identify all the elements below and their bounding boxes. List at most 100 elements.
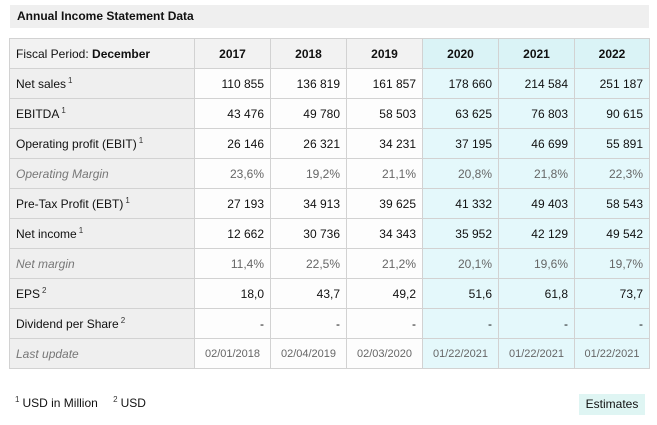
value-cell: 26 321 [270,128,347,159]
row-label-text: EPS [16,286,41,301]
value-cell: 02/04/2019 [270,338,347,369]
footnote-text: USD in Million [22,396,98,410]
row-label-text: Dividend per Share [16,316,119,331]
table-row: Operating profit (EBIT) 1 26 146 26 321 34 2… [9,128,650,159]
estimate-value-cell: 42 129 [498,218,575,249]
estimate-value-cell: - [422,308,499,339]
value-cell: 34 343 [346,218,423,249]
value-cell: - [346,308,423,339]
estimate-value-cell: 178 660 [422,68,499,99]
table-row: Pre-Tax Profit (EBT) 1 27 193 34 913 39 625 4… [9,188,650,219]
estimate-value-cell: - [498,308,575,339]
row-label-text: Net income [16,226,77,241]
footnote-reference: 1 [68,75,73,85]
row-label: Net margin [9,248,195,279]
row-label-text: Pre-Tax Profit (EBT) [16,196,124,211]
estimate-value-cell: 55 891 [574,128,650,159]
estimate-value-cell: 19,6% [498,248,575,279]
value-cell: - [194,308,271,339]
row-label-text: EBITDA [16,106,60,121]
row-label: Pre-Tax Profit (EBT) 1 [9,188,195,219]
year-header: 2019 [346,38,423,69]
table-row: Dividend per Share 2- - - - - - [9,308,650,339]
estimate-value-cell: 35 952 [422,218,499,249]
row-label: EBITDA 1 [9,98,195,129]
estimate-value-cell: 21,8% [498,158,575,189]
row-label-text: Operating profit (EBIT) [16,136,137,151]
row-label: Last update [9,338,195,369]
estimate-value-cell: 251 187 [574,68,650,99]
row-label: Dividend per Share 2 [9,308,195,339]
value-cell: 161 857 [346,68,423,99]
estimate-value-cell: 37 195 [422,128,499,159]
estimate-value-cell: 90 615 [574,98,650,129]
estimate-value-cell: 73,7 [574,278,650,309]
footnote-reference: 1 [138,135,144,145]
fiscal-period-label: Fiscal Period: [16,46,89,61]
estimate-value-cell: 51,6 [422,278,499,309]
value-cell: 30 736 [270,218,347,249]
year-header-estimate: 2020 [422,38,499,69]
row-label: Operating profit (EBIT) 1 [9,128,195,159]
footnote-reference: 1 [78,225,84,235]
footnote-reference: 2 [120,315,126,325]
footnote-2: 2 USD [113,395,146,410]
row-label-text: Operating Margin [16,166,109,181]
estimate-value-cell: 61,8 [498,278,575,309]
table-row: EPS 2 18,0 43,7 49,2 51,6 61,8 73,7 [9,278,650,309]
estimate-value-cell: 19,7% [574,248,650,279]
estimate-value-cell: 49 403 [498,188,575,219]
value-cell: 12 662 [194,218,271,249]
value-cell: 34 231 [346,128,423,159]
fiscal-period-value: December [92,46,151,61]
table-row: Operating Margin 23,6% 19,2% 21,1% 20,8% 21,8… [9,158,650,189]
value-cell: 34 913 [270,188,347,219]
footnote-mark: 1 [15,395,20,404]
row-label: Net income 1 [9,218,195,249]
value-cell: - [270,308,347,339]
estimate-value-cell: 01/22/2021 [422,338,499,369]
value-cell: 58 503 [346,98,423,129]
panel-title: Annual Income Statement Data [10,5,649,28]
estimate-value-cell: 63 625 [422,98,499,129]
income-statement-table: Fiscal Period: December 2017 2018 2019 2… [9,38,650,369]
estimate-value-cell: 01/22/2021 [574,338,650,369]
estimate-value-cell: 22,3% [574,158,650,189]
fiscal-period-header: Fiscal Period: December [9,38,195,69]
value-cell: 21,2% [346,248,423,279]
estimate-value-cell: - [574,308,650,339]
estimate-value-cell: 20,1% [422,248,499,279]
footnote-1: 1 USD in Million [15,395,98,410]
value-cell: 18,0 [194,278,271,309]
value-cell: 21,1% [346,158,423,189]
value-cell: 02/01/2018 [194,338,271,369]
row-label: EPS 2 [9,278,195,309]
header-row: Fiscal Period: December 2017 2018 2019 2… [9,38,650,69]
estimate-value-cell: 01/22/2021 [498,338,575,369]
value-cell: 22,5% [270,248,347,279]
year-header-estimate: 2022 [574,38,650,69]
row-label: Net sales 1 [9,68,195,99]
footnote-reference: 1 [61,105,66,115]
footnote-mark: 2 [113,395,118,404]
estimate-value-cell: 58 543 [574,188,650,219]
estimate-value-cell: 41 332 [422,188,499,219]
estimate-value-cell: 20,8% [422,158,499,189]
footnote-text: USD [120,396,146,410]
table-row: Net income 1 12 662 30 736 34 343 35 952 42 12… [9,218,650,249]
estimate-value-cell: 76 803 [498,98,575,129]
value-cell: 43,7 [270,278,347,309]
footnote-reference: 2 [42,285,47,295]
table-row: Net sales 1 110 855 136 819 161 857 178 660 21… [9,68,650,99]
value-cell: 110 855 [194,68,271,99]
value-cell: 11,4% [194,248,271,279]
row-label-text: Net sales [16,76,67,91]
year-header: 2018 [270,38,347,69]
year-header: 2017 [194,38,271,69]
footnotes: 1 USD in Million 2 USD [15,395,158,410]
year-header-estimate: 2021 [498,38,575,69]
row-label: Operating Margin [9,158,195,189]
value-cell: 02/03/2020 [346,338,423,369]
estimates-legend-badge: Estimates [579,394,645,415]
estimate-value-cell: 46 699 [498,128,575,159]
